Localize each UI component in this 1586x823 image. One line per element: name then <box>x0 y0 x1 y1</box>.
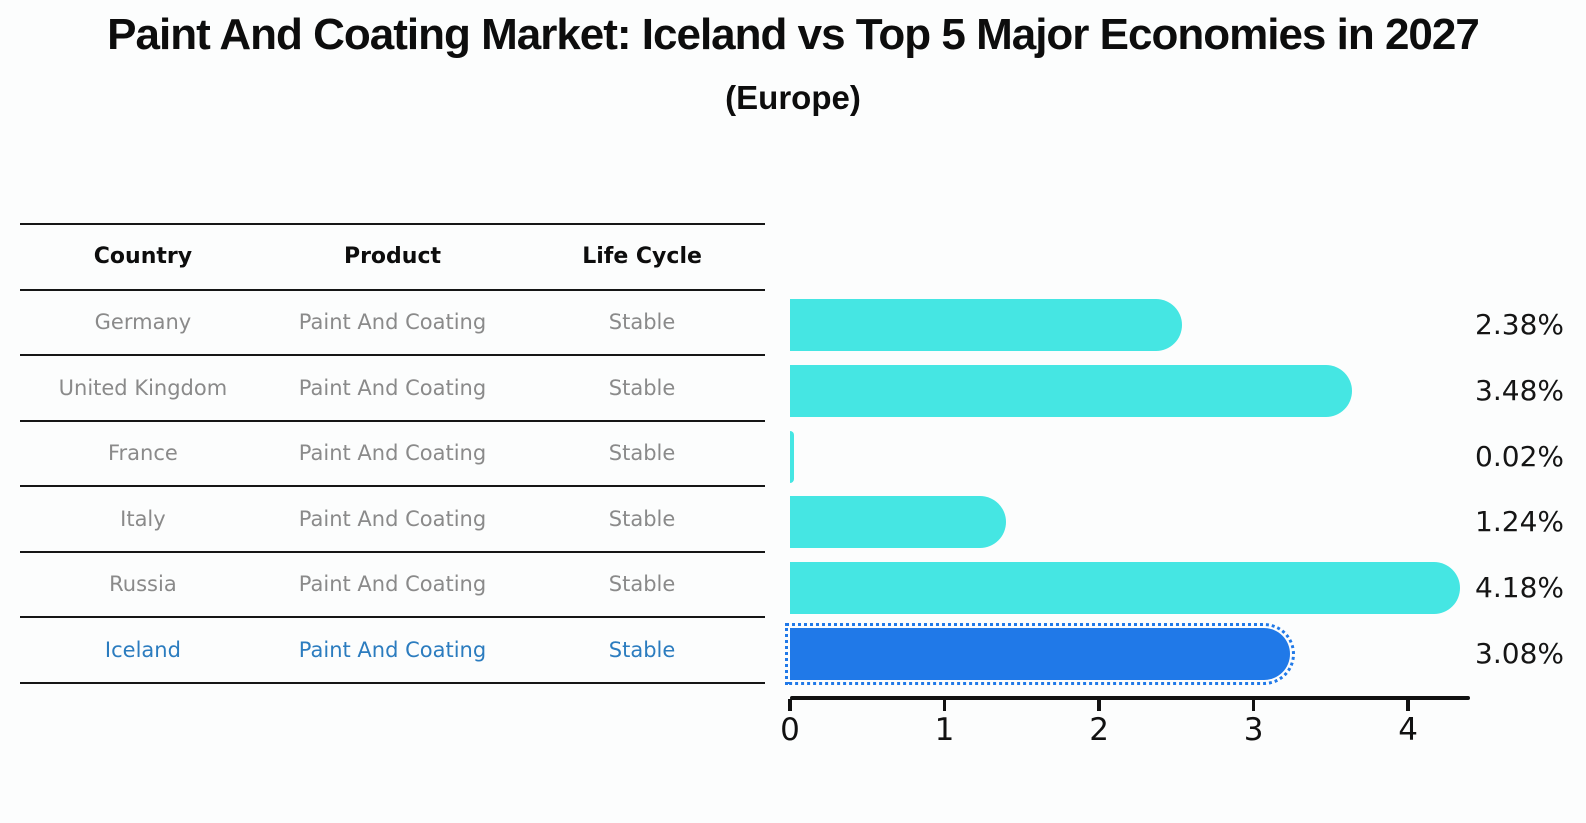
bar-value-label: 3.48% <box>1475 373 1564 407</box>
bar <box>790 430 794 483</box>
table-header-row: Country Product Life Cycle <box>20 225 765 291</box>
x-axis-tick-label: 1 <box>934 712 955 748</box>
table-cell-product: Paint And Coating <box>298 310 487 335</box>
x-axis-tick-label: 3 <box>1243 712 1264 748</box>
table-cell-country: France <box>108 441 178 466</box>
table-row: Germany Paint And Coating Stable <box>20 291 765 356</box>
table-cell-product: Paint And Coating <box>298 572 487 597</box>
bar <box>790 299 1182 351</box>
bar-value-label: 4.18% <box>1475 571 1564 605</box>
x-axis-tick-label: 0 <box>780 712 800 748</box>
table-cell-lifecycle: Stable <box>608 375 676 400</box>
table-row: United Kingdom Paint And Coating Stable <box>20 356 765 422</box>
x-axis-tick <box>1406 699 1410 711</box>
table-cell-lifecycle: Stable <box>608 441 676 466</box>
table-header-product: Product <box>343 244 442 270</box>
bar <box>790 496 1006 549</box>
table-cell-country: Russia <box>109 572 177 597</box>
x-axis-tick <box>1097 699 1101 711</box>
table-cell-country: United Kingdom <box>58 375 228 400</box>
x-axis-tick <box>788 699 792 711</box>
table-cell-product: Paint And Coating <box>298 506 487 531</box>
table-cell-product: Paint And Coating <box>298 441 487 466</box>
table-cell-lifecycle: Stable <box>608 572 676 597</box>
table-cell-lifecycle: Stable <box>608 506 676 531</box>
bar-value-label: 2.38% <box>1475 308 1564 341</box>
x-axis-tick-label: 2 <box>1089 712 1109 748</box>
table-row: Italy Paint And Coating Stable <box>20 487 765 553</box>
table-cell-country: Germany <box>94 310 192 335</box>
table-cell-lifecycle: Stable <box>608 637 676 662</box>
bar-value-label: 0.02% <box>1475 439 1564 473</box>
table-header-country: Country <box>93 244 193 270</box>
table-row: Russia Paint And Coating Stable <box>20 553 765 618</box>
highlight-bar <box>785 623 1295 685</box>
table-header-lifecycle: Life Cycle <box>582 244 702 270</box>
chart-subtitle: (Europe) <box>725 79 861 116</box>
bar-value-label: 3.08% <box>1475 637 1564 670</box>
table-cell-country: Italy <box>120 506 166 531</box>
table-cell-product: Paint And Coating <box>298 637 487 662</box>
x-axis-tick-label: 4 <box>1398 712 1419 748</box>
x-axis-tick <box>942 699 947 711</box>
chart-title: Paint And Coating Market: Iceland vs Top… <box>107 10 1480 59</box>
table-cell-country: Iceland <box>104 637 181 662</box>
bar <box>790 364 1352 417</box>
table-row-highlighted: Iceland Paint And Coating Stable <box>20 618 765 684</box>
x-axis-tick <box>1251 699 1256 711</box>
bar-value-label: 1.24% <box>1475 505 1564 539</box>
table-cell-lifecycle: Stable <box>608 310 676 335</box>
table-cell-product: Paint And Coating <box>298 375 487 400</box>
bar <box>790 562 1460 615</box>
summary-table: Country Product Life Cycle Germany Paint… <box>20 223 765 684</box>
x-axis: 0 1 2 3 4 <box>780 699 1470 759</box>
x-axis-line <box>790 696 1470 700</box>
table-row: France Paint And Coating Stable <box>20 422 765 487</box>
